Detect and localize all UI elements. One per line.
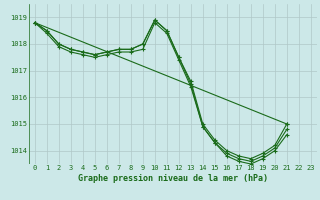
X-axis label: Graphe pression niveau de la mer (hPa): Graphe pression niveau de la mer (hPa) — [78, 174, 268, 183]
